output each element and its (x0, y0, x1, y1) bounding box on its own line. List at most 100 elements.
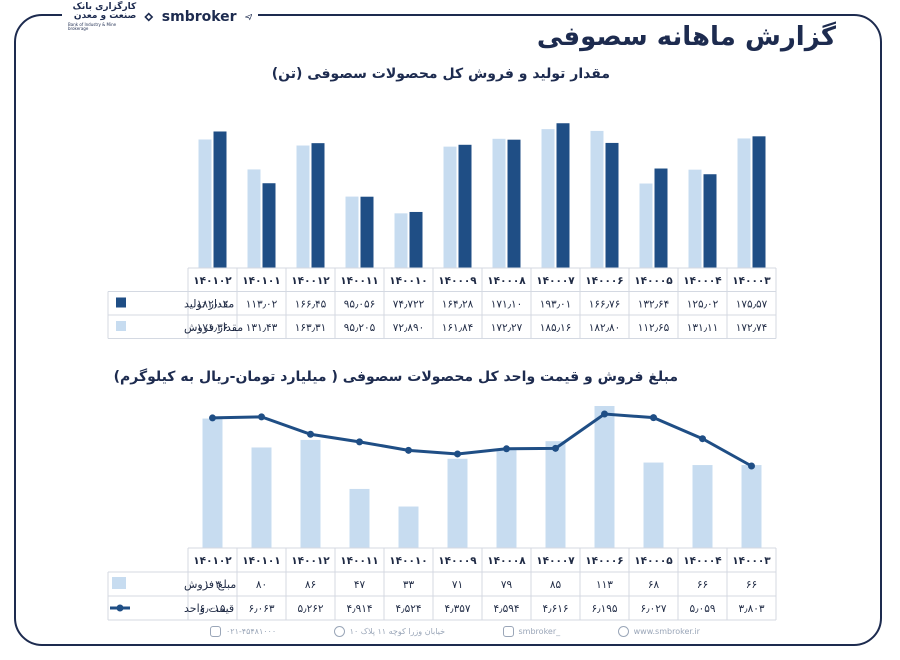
chart2-unit-price-point (601, 410, 608, 418)
chart1-production-label: ۷۴٫۷۲۲ (393, 299, 425, 311)
chart1-bar-production (262, 183, 276, 268)
chart1-sales-label: ۱۳۱٫۱۱ (687, 322, 719, 334)
chart2-bar-sales-amount (692, 465, 713, 548)
footer-website[interactable]: www.smbroker.ir (617, 625, 700, 637)
chart2-unit-price-point (258, 413, 265, 421)
chart1-production-label: ۱۳۲٫۶۴ (638, 299, 670, 311)
chart2-legend-sales-amount: مبلغ فروش (184, 578, 236, 591)
chart1-x-tick-label: ۱۴۰۰۱۰ (389, 275, 427, 287)
chart2-unit-price-point (503, 445, 510, 453)
chart2-x-tick-label: ۱۴۰۰۱۲ (291, 555, 330, 567)
chart2-sales-amount-label: ۷۱ (452, 579, 463, 591)
chart2-unit-price-point (699, 435, 706, 443)
chart2-x-tick-label: ۱۴۰۰۰۵ (634, 555, 673, 567)
chart1-bar-production (556, 123, 570, 269)
chart1-x-tick-label: ۱۴۰۰۱۱ (340, 275, 378, 287)
chart1-bar-production (409, 211, 423, 268)
chart1-production-label: ۱۶۶٫۴۵ (295, 299, 327, 311)
chart2-sales-amount-label: ۱۱۳ (596, 579, 613, 591)
chart1-bar-sales (688, 169, 702, 268)
chart2-unit-price-point (552, 444, 559, 452)
chart2-bar-sales-amount (398, 506, 419, 548)
chart1-bar-production (213, 131, 227, 268)
chart2-unit-price-label: ۴٫۶۱۶ (543, 603, 569, 615)
chart1-bar-production (703, 174, 717, 268)
chart1-bar-sales (394, 213, 408, 268)
chart2-x-tick-label: ۱۴۰۰۰۹ (438, 555, 477, 567)
chart1-production-label: ۱۶۴٫۲۸ (442, 299, 474, 311)
footer-phone-text: ۰۲۱-۴۵۴۸۱۰۰۰ (226, 626, 277, 636)
chart1-bar-sales (541, 129, 555, 268)
chart2-bar-sales-amount (545, 441, 566, 548)
chart1-production-label: ۹۵٫۰۵۶ (344, 299, 376, 311)
chart1-sales-label: ۱۸۲٫۸۰ (589, 322, 621, 334)
bank-logo-text: کارگزاری بانک صنعت و معدن (72, 2, 137, 21)
chart2-x-tick-label: ۱۴۰۰۱۰ (389, 555, 427, 567)
chart2-sales-amount-label: ۶۶ (746, 579, 757, 591)
chart2-sales-amount-label: ۱۰۳ (204, 579, 221, 591)
chart1-production-label: ۱۹۳٫۰۱ (540, 299, 572, 311)
chart1-bar-sales (492, 138, 506, 268)
chart1-x-tick-label: ۱۴۰۰۰۶ (585, 275, 623, 287)
chart2-unit-price-label: ۶٫۱۹۵ (592, 603, 618, 615)
page-title: گزارش ماهانه سصوفی (536, 22, 836, 52)
chart1-legend-production: مقدار تولید (184, 298, 234, 311)
footer-phone: ۰۲۱-۴۵۴۸۱۰۰۰ (210, 625, 277, 637)
chart2-unit-price-label: ۴٫۵۹۴ (494, 603, 520, 615)
chart1-x-tick-label: ۱۴۰۰۰۴ (683, 275, 722, 287)
chart1-production-label: ۱۷۱٫۱۰ (491, 299, 523, 311)
chart2-sales-amount-label: ۴۷ (354, 579, 366, 591)
chart2-title: مبلغ فروش و قیمت واحد کل محصولات سصوفی (… (113, 369, 678, 385)
chart1-sales-label: ۱۷۲٫۲۷ (491, 322, 523, 334)
footer-instagram[interactable]: smbroker_ (502, 625, 561, 637)
chart2-bar-sales-amount (349, 488, 370, 548)
bank-logo: کارگزاری بانک صنعت و معدن Bank of Indust… (68, 3, 136, 31)
chart2-legend-swatch-sales-amount (112, 577, 126, 589)
chart1-bar-production (458, 144, 472, 268)
chart1-bar-sales (296, 145, 310, 268)
chart1-sales-label: ۱۷۱٫۳۶ (197, 322, 229, 334)
chart2-bar-sales-amount (251, 447, 272, 548)
chart1-bar-sales (737, 138, 751, 268)
chart1-production-label: ۱۸۲٫۰۲ (197, 299, 229, 311)
chart1-bar-sales (198, 139, 212, 268)
chart1-legend-swatch-production (116, 297, 126, 308)
chart2-legend-unit-price: قیمت واحد (184, 602, 234, 615)
chart1-bar-sales (345, 196, 359, 268)
chart2-x-tick-label: ۱۴۰۰۱۱ (340, 555, 378, 567)
chart1-bar-production (654, 168, 668, 268)
chart1-bar-production (605, 142, 619, 268)
chart1-bar-production (311, 143, 325, 268)
chart1-bar-sales (639, 183, 653, 268)
instagram-icon (502, 625, 514, 637)
chart1-bar-sales (590, 130, 604, 268)
chart2-unit-price-label: ۶٫۰۲۷ (641, 603, 667, 615)
chart2-unit-price-point (454, 450, 461, 458)
chart2-x-tick-label: ۱۴۰۰۰۷ (536, 555, 575, 567)
chart1-sales-label: ۱۶۱٫۸۴ (442, 322, 474, 334)
chart1-bar-production (507, 139, 521, 268)
location-icon (333, 625, 345, 637)
chart2-sales-amount-label: ۶۶ (697, 579, 708, 591)
footer-address: خیابان وزرا کوچه ۱۱ پلاک ۱۰ (333, 625, 445, 637)
chart2-unit-price-label: ۶٫۰۶۳ (249, 603, 275, 615)
chart2-unit-price-label: ۵٫۲۶۲ (298, 603, 324, 615)
chart2-sales-amount-label: ۸۰ (256, 579, 267, 591)
chart2-sales-amount-label: ۸۵ (550, 579, 562, 591)
brand-logo: کارگزاری بانک صنعت و معدن Bank of Indust… (62, 0, 258, 34)
chart2-unit-price-label: ۵٫۰۵۹ (690, 603, 716, 615)
chart2-bar-sales-amount (202, 418, 223, 548)
chart1-production-label: ۱۲۵٫۰۲ (687, 299, 719, 311)
chart2-sales-amount-label: ۸۶ (305, 579, 316, 591)
bank-emblem-icon (144, 12, 154, 22)
chart2-sales-amount-label: ۷۹ (501, 579, 513, 591)
chart2-x-tick-label: ۱۴۰۱۰۱ (242, 555, 280, 567)
chart2-bar-sales-amount (643, 462, 664, 548)
chart2-bar-sales-amount (447, 458, 468, 548)
chart1-bar-sales (443, 146, 457, 268)
footer-instagram-text: smbroker_ (518, 626, 561, 636)
chart1-sales-label: ۱۳۱٫۴۳ (246, 322, 278, 334)
chart1-legend-sales: مقدار فروش (184, 321, 243, 334)
chart2-bar-sales-amount (594, 406, 615, 548)
